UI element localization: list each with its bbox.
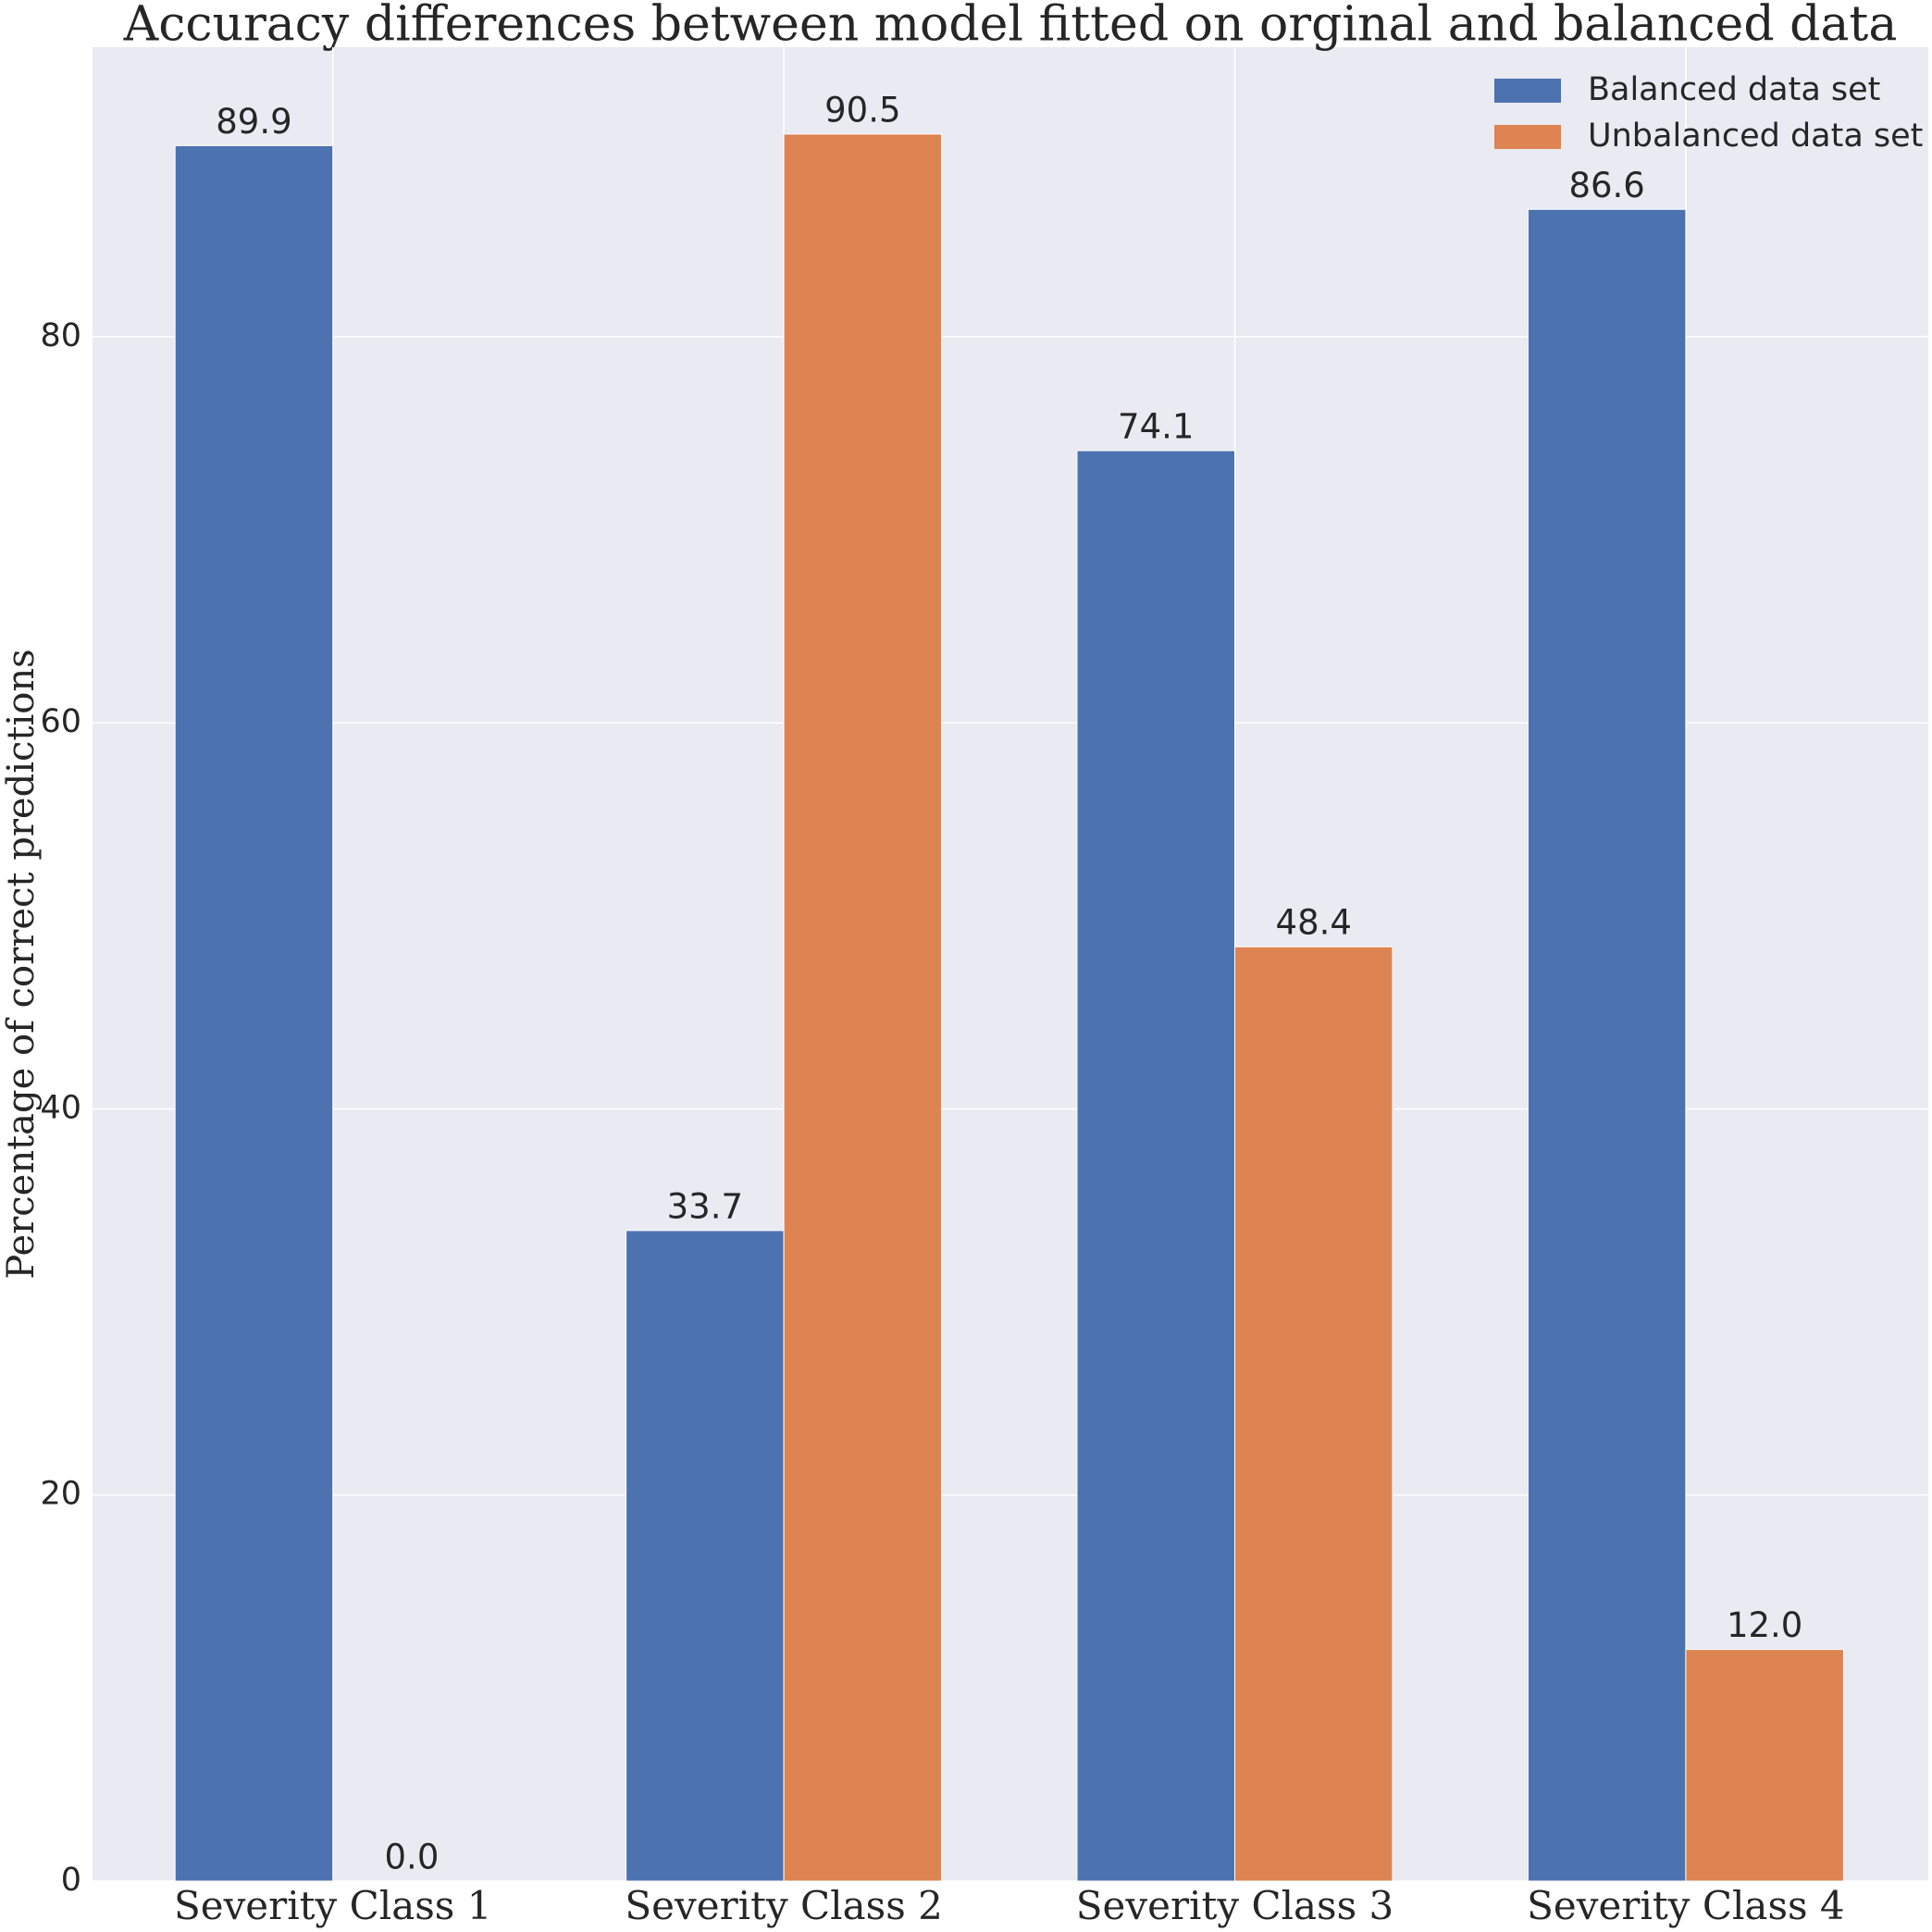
value-label: 33.7 <box>667 1186 743 1226</box>
y-tick-label: 40 <box>40 1089 81 1126</box>
legend-label: Unbalanced data set <box>1588 118 1923 155</box>
bar <box>783 133 943 1882</box>
x-tick-label: Severity Class 4 <box>1527 1883 1844 1928</box>
x-tick-label: Severity Class 1 <box>174 1883 491 1928</box>
legend-swatch <box>1494 125 1561 149</box>
value-label: 89.9 <box>216 102 291 142</box>
value-label: 12.0 <box>1727 1605 1802 1645</box>
y-tick-label: 0 <box>61 1862 81 1899</box>
x-tick-label: Severity Class 2 <box>625 1883 942 1928</box>
value-label: 48.4 <box>1276 903 1352 943</box>
bar <box>1685 1649 1844 1882</box>
y-axis-label: Percentage of correct predictions <box>0 649 43 1279</box>
legend-label: Balanced data set <box>1588 71 1880 108</box>
bar <box>1527 208 1687 1882</box>
bar <box>1076 450 1235 1882</box>
value-label: 0.0 <box>385 1838 440 1877</box>
y-tick-label: 60 <box>40 703 81 740</box>
legend-swatch <box>1494 79 1561 103</box>
chart-title: Accuracy differences between model fitte… <box>123 0 1898 53</box>
bar <box>1234 946 1393 1882</box>
y-tick-label: 80 <box>40 317 81 354</box>
x-tick-label: Severity Class 3 <box>1076 1883 1393 1928</box>
bar <box>625 1230 785 1882</box>
bar <box>174 144 334 1882</box>
value-label: 74.1 <box>1118 407 1194 447</box>
value-label: 86.6 <box>1568 166 1644 205</box>
value-label: 90.5 <box>824 90 900 130</box>
y-tick-label: 20 <box>40 1476 81 1513</box>
